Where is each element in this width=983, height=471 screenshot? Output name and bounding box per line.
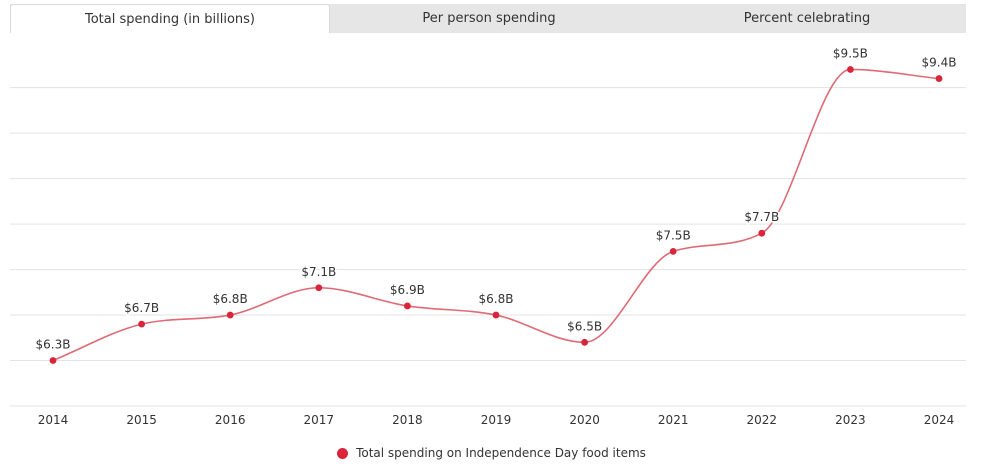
x-tick-label: 2020 (569, 413, 600, 427)
data-label: $7.1B (301, 265, 336, 279)
data-point (49, 357, 57, 364)
data-point (492, 311, 500, 319)
chart-legend[interactable]: Total spending on Independence Day food … (0, 446, 983, 460)
x-tick-label: 2021 (658, 413, 689, 427)
data-point (138, 320, 146, 328)
data-label: $6.5B (567, 319, 602, 333)
x-tick-label: 2023 (835, 413, 866, 427)
data-point (404, 302, 411, 310)
data-point (758, 229, 766, 237)
data-point (226, 311, 234, 319)
data-label: $6.9B (390, 283, 425, 297)
x-tick-label: 2019 (481, 413, 512, 427)
data-label: $6.3B (36, 338, 71, 352)
data-label: $7.5B (656, 228, 691, 242)
data-label: $6.8B (213, 292, 248, 306)
tab-total-spending[interactable]: Total spending (in billions) (10, 4, 330, 33)
x-tick-label: 2022 (747, 413, 778, 427)
data-point (935, 75, 943, 82)
data-point (847, 66, 854, 73)
data-label: $6.8B (479, 292, 514, 306)
legend-marker-icon (337, 447, 349, 459)
x-tick-label: 2024 (924, 413, 955, 427)
tab-per-person-spending[interactable]: Per person spending (422, 11, 556, 26)
data-label: $6.7B (124, 301, 159, 315)
data-point (315, 284, 323, 292)
tab-percent-celebrating[interactable]: Percent celebrating (743, 11, 871, 26)
x-tick-label: 2015 (126, 413, 157, 427)
series-line (52, 68, 940, 362)
x-tick-label: 2014 (38, 413, 69, 427)
data-point (669, 247, 677, 255)
x-tick-label: 2016 (215, 413, 246, 427)
x-tick-label: 2018 (392, 413, 423, 427)
data-label: $9.4B (922, 56, 957, 70)
data-point (581, 338, 588, 346)
data-label: $9.5B (833, 46, 868, 60)
x-tick-label: 2017 (304, 413, 335, 427)
legend-label: Total spending on Independence Day food … (356, 446, 646, 460)
chart-tabs: Total spending (in billions) Per person … (10, 4, 966, 33)
data-label: $7.7B (744, 210, 779, 224)
